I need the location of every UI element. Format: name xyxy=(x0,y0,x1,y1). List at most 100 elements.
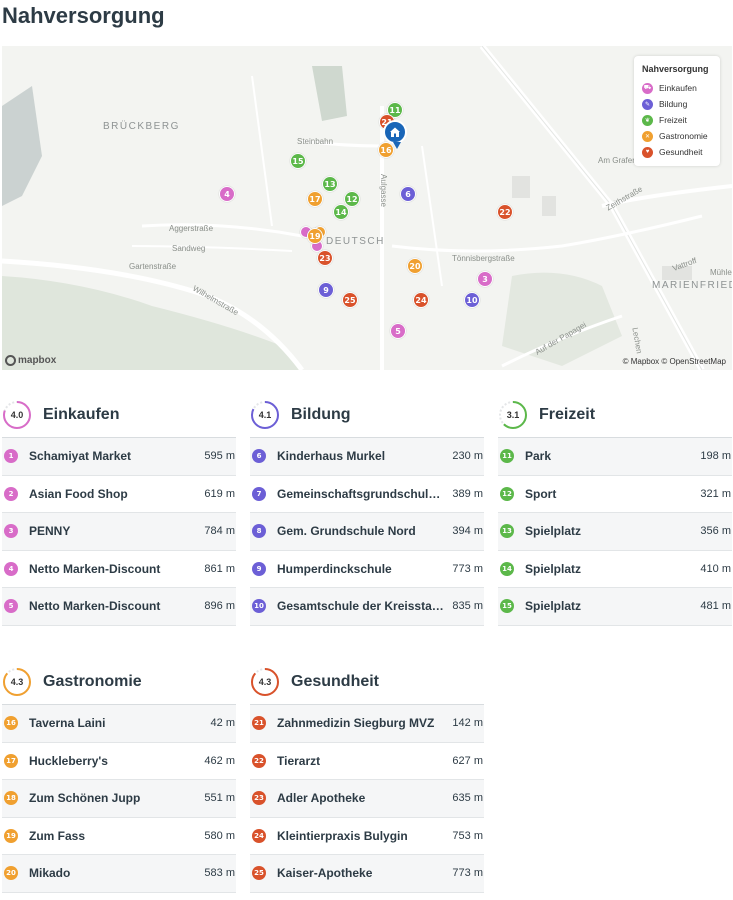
list-item[interactable]: 8 Gem. Grundschule Nord 394 m xyxy=(250,513,484,551)
house-icon xyxy=(390,127,400,137)
legend-item-label: Freizeit xyxy=(659,115,687,125)
item-distance: 896 m xyxy=(204,600,235,613)
map-pin-12[interactable]: 12 xyxy=(344,191,360,207)
category-header: 4.0 Einkaufen xyxy=(2,398,236,438)
list-item[interactable]: 11 Park 198 m xyxy=(498,438,732,476)
map-pin-25[interactable]: 25 xyxy=(342,292,358,308)
map-attribution[interactable]: © Mapbox © OpenStreetMap xyxy=(622,357,726,366)
item-name: Mikado xyxy=(29,866,71,881)
item-name: Netto Marken-Discount xyxy=(29,561,161,576)
map-pin-10[interactable]: 10 xyxy=(464,292,480,308)
home-location-pin[interactable] xyxy=(383,120,407,149)
map-pin-16[interactable]: 16 xyxy=(378,142,394,158)
list-item[interactable]: 24 Kleintierpraxis Bulygin 753 m xyxy=(250,818,484,855)
item-distance: 627 m xyxy=(452,754,483,767)
list-item[interactable]: 1 Schamiyat Market 595 m xyxy=(2,438,236,476)
list-item[interactable]: 9 Humperdinckschule 773 m xyxy=(250,551,484,588)
map-pin-6[interactable]: 6 xyxy=(400,186,416,202)
item-distance: 619 m xyxy=(204,487,235,500)
list-item[interactable]: 10 Gesamtschule der Kreissta… 835 m xyxy=(250,588,484,626)
map-pin-22[interactable]: 22 xyxy=(497,204,513,220)
list-item[interactable]: 19 Zum Fass 580 m xyxy=(2,818,236,855)
legend-item-label: Einkaufen xyxy=(659,83,697,93)
item-name: Schamiyat Market xyxy=(29,449,132,464)
category-header: 4.3 Gesundheit xyxy=(250,665,484,705)
map-pin-15[interactable]: 15 xyxy=(290,153,306,169)
item-distance: 635 m xyxy=(452,792,483,805)
list-item[interactable]: 22 Tierarzt 627 m xyxy=(250,743,484,780)
list-item[interactable]: 7 Gemeinschaftsgrundschul… 389 m xyxy=(250,476,484,513)
item-number-badge: 11 xyxy=(500,449,514,464)
map-pin-4[interactable]: 4 xyxy=(219,186,235,202)
item-name: Netto Marken-Discount xyxy=(29,599,161,614)
item-number-badge: 9 xyxy=(252,561,266,576)
item-name: Gesamtschule der Kreissta… xyxy=(277,599,444,614)
map-pin-17[interactable]: 17 xyxy=(307,191,323,207)
score-badge: 4.3 xyxy=(250,667,280,697)
item-number-badge: 25 xyxy=(252,866,266,881)
list-item[interactable]: 17 Huckleberry's 462 m xyxy=(2,743,236,780)
score-badge: 4.0 xyxy=(2,400,32,430)
item-number-badge: 7 xyxy=(252,486,266,501)
item-distance: 142 m xyxy=(452,717,483,730)
item-name: PENNY xyxy=(29,524,71,539)
score-ring xyxy=(3,667,31,696)
list-item[interactable]: 23 Adler Apotheke 635 m xyxy=(250,780,484,818)
map-legend-rows: ⛟ Einkaufen ✎ Bildung ❦ Freizeit ✕ Gastronomie ♥… xyxy=(642,80,712,160)
item-name: Park xyxy=(525,449,552,464)
map-pin-14[interactable]: 14 xyxy=(333,204,349,220)
score-value: 4.1 xyxy=(258,409,272,420)
map-pin-19[interactable]: 19 xyxy=(307,228,323,244)
list-item[interactable]: 13 Spielplatz 356 m xyxy=(498,513,732,551)
item-name: Gem. Grundschule Nord xyxy=(277,524,416,539)
item-name: Kleintierpraxis Bulygin xyxy=(277,828,408,843)
map-pin-24[interactable]: 24 xyxy=(413,292,429,308)
map-label-tonnisberg: Tönnisbergstraße xyxy=(452,254,515,263)
list-item[interactable]: 15 Spielplatz 481 m xyxy=(498,588,732,626)
map-pin-11[interactable]: 11 xyxy=(387,102,403,118)
legend-item-freizeit: ❦ Freizeit xyxy=(642,112,712,128)
list-item[interactable]: 2 Asian Food Shop 619 m xyxy=(2,476,236,513)
map-pin-13[interactable]: 13 xyxy=(322,176,338,192)
map-pin-9[interactable]: 9 xyxy=(318,282,334,298)
item-distance: 773 m xyxy=(452,562,483,575)
list-item[interactable]: 6 Kinderhaus Murkel 230 m xyxy=(250,438,484,476)
legend-item-label: Bildung xyxy=(659,99,688,109)
item-number-badge: 6 xyxy=(252,449,266,464)
list-item[interactable]: 4 Netto Marken-Discount 861 m xyxy=(2,551,236,588)
item-name: Kaiser-Apotheke xyxy=(277,866,373,881)
mapbox-logo-text: mapbox xyxy=(18,355,57,366)
score-ring xyxy=(251,667,279,696)
map-pin-20[interactable]: 20 xyxy=(407,258,423,274)
score-ring xyxy=(499,400,527,429)
score-badge: 3.1 xyxy=(498,400,528,430)
list-item[interactable]: 20 Mikado 583 m xyxy=(2,855,236,893)
heart-icon: ♥ xyxy=(642,146,653,158)
mapbox-logo[interactable]: mapbox xyxy=(5,355,56,366)
item-name: Taverna Laini xyxy=(29,716,106,731)
list-item[interactable]: 12 Sport 321 m xyxy=(498,476,732,513)
list-item[interactable]: 21 Zahnmedizin Siegburg MVZ 142 m xyxy=(250,705,484,743)
list-item[interactable]: 5 Netto Marken-Discount 896 m xyxy=(2,588,236,626)
item-number-badge: 20 xyxy=(4,866,18,881)
list-item[interactable]: 14 Spielplatz 410 m xyxy=(498,551,732,588)
category-card-gastronomie: 4.3 Gastronomie 16 Taverna Laini 42 m 17 Huckl… xyxy=(2,665,236,893)
item-number-badge: 13 xyxy=(500,524,514,539)
item-number-badge: 10 xyxy=(252,599,266,614)
score-badge: 4.1 xyxy=(250,400,280,430)
item-distance: 595 m xyxy=(204,450,235,463)
map[interactable]: BRÜCKBERG Steinbahn Aulgasse Aggerstraße… xyxy=(2,46,732,370)
map-pin-5[interactable]: 5 xyxy=(390,323,406,339)
item-distance: 481 m xyxy=(700,600,731,613)
map-pin-3[interactable]: 3 xyxy=(477,271,493,287)
map-pin-23[interactable]: 23 xyxy=(317,250,333,266)
category-title: Einkaufen xyxy=(43,405,120,423)
list-item[interactable]: 16 Taverna Laini 42 m xyxy=(2,705,236,743)
category-title: Gastronomie xyxy=(43,672,142,690)
list-item[interactable]: 3 PENNY 784 m xyxy=(2,513,236,551)
list-item[interactable]: 25 Kaiser-Apotheke 773 m xyxy=(250,855,484,893)
score-value: 4.3 xyxy=(10,676,24,687)
list-item[interactable]: 18 Zum Schönen Jupp 551 m xyxy=(2,780,236,818)
category-card-einkaufen: 4.0 Einkaufen 1 Schamiyat Market 595 m 2 Asian… xyxy=(2,398,236,626)
